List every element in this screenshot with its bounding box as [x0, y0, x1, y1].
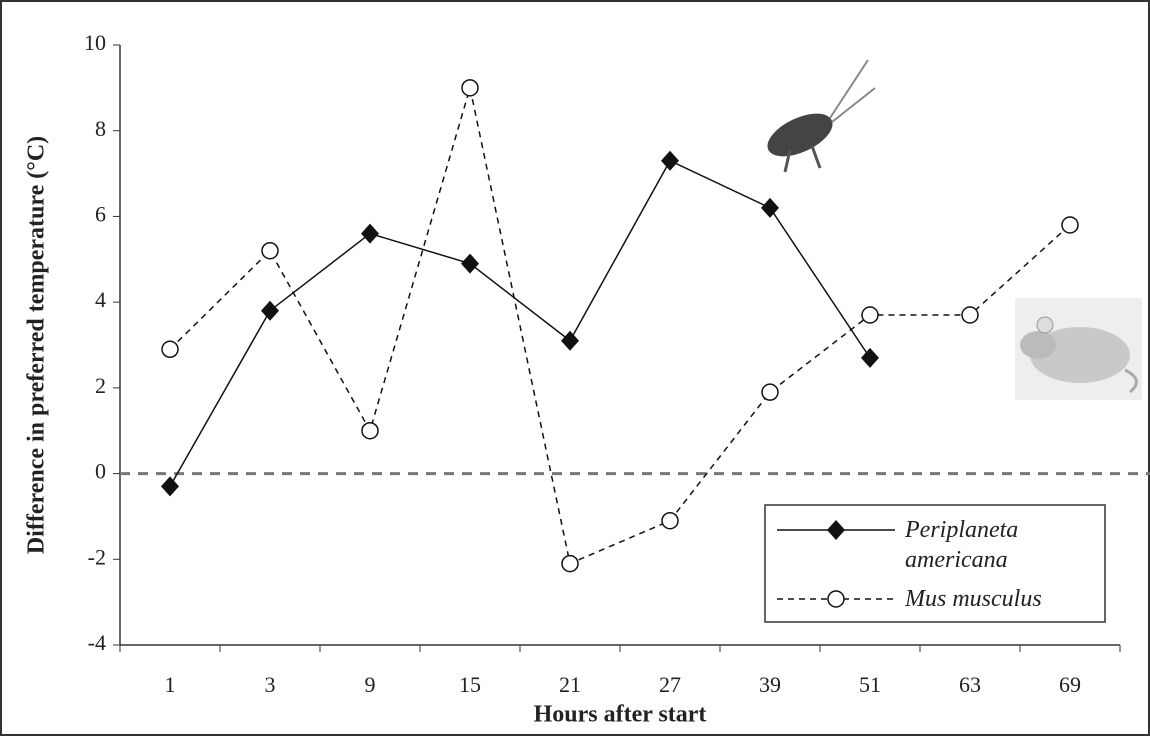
y-tick-label: 8 — [95, 116, 106, 141]
point-marker — [362, 423, 378, 439]
point-marker — [762, 384, 778, 400]
point-marker — [162, 341, 178, 357]
legend-entry: Mus musculus — [905, 584, 1100, 654]
point-marker — [262, 243, 278, 259]
x-tick-label: 63 — [959, 672, 981, 697]
legend-label: Periplaneta americana — [905, 515, 1100, 575]
y-tick-label: 0 — [95, 459, 106, 484]
y-tick-label: -4 — [88, 630, 106, 655]
legend-entry: Periplaneta americana — [905, 515, 1100, 585]
point-marker — [761, 198, 779, 218]
legend-label: Mus musculus — [905, 584, 1100, 614]
point-marker — [962, 307, 978, 323]
cockroach-icon — [761, 60, 875, 172]
chart: Hours after start Difference in preferre… — [0, 0, 1150, 736]
point-marker — [562, 556, 578, 572]
y-tick-label: 6 — [95, 201, 106, 226]
point-marker — [861, 348, 879, 368]
point-marker — [462, 80, 478, 96]
point-marker — [361, 224, 379, 244]
y-tick-label: 4 — [95, 287, 106, 312]
x-tick-label: 39 — [759, 672, 781, 697]
point-marker — [461, 254, 479, 274]
x-tick-label: 21 — [559, 672, 581, 697]
x-tick-label: 1 — [165, 672, 176, 697]
point-marker — [662, 513, 678, 529]
y-tick-label: 2 — [95, 373, 106, 398]
x-tick-label: 69 — [1059, 672, 1081, 697]
legend-marker — [828, 591, 844, 607]
point-marker — [161, 476, 179, 496]
y-tick-label: -2 — [88, 544, 106, 569]
point-marker — [661, 151, 679, 171]
y-axis-title: Difference in preferred temperature (°C) — [24, 136, 50, 554]
x-tick-label: 15 — [459, 672, 481, 697]
point-marker — [862, 307, 878, 323]
point-marker — [561, 331, 579, 351]
x-tick-label: 51 — [859, 672, 881, 697]
series-line — [170, 88, 1070, 564]
x-tick-label: 3 — [265, 672, 276, 697]
x-tick-label: 9 — [365, 672, 376, 697]
x-tick-label: 27 — [659, 672, 681, 697]
y-tick-label: 10 — [84, 30, 106, 55]
x-axis-title: Hours after start — [534, 702, 707, 728]
point-marker — [261, 301, 279, 321]
mouse-icon — [1015, 298, 1142, 400]
point-marker — [1062, 217, 1078, 233]
